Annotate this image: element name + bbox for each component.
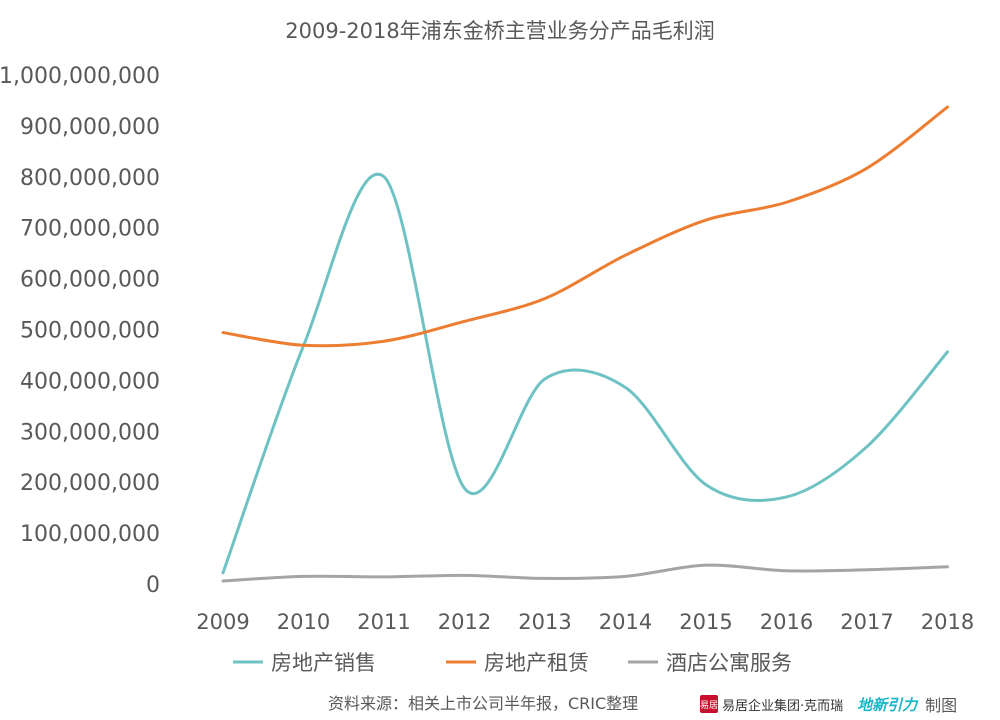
y-tick-label: 700,000,000 [20, 217, 160, 242]
y-axis-ticks: 0 100,000,000 200,000,000 300,000,000 400,00… [0, 64, 160, 598]
y-tick-label: 1,000,000,000 [0, 64, 160, 89]
series-line-2 [221, 563, 949, 583]
y-tick-label: 900,000,000 [20, 115, 160, 140]
series-line-1 [221, 105, 949, 348]
credit-text: 制图 [925, 696, 958, 715]
x-axis-ticks: 2009 2010 2011 2012 2013 2014 2015 2016 2017 2018 [196, 610, 974, 634]
y-tick-label: 100,000,000 [20, 522, 160, 547]
x-tick-label: 2015 [679, 610, 732, 634]
y-tick-label: 200,000,000 [20, 471, 160, 496]
x-tick-label: 2018 [921, 610, 974, 634]
y-tick-label: 500,000,000 [20, 319, 160, 344]
line-chart: 2009-2018年浦东金桥主营业务分产品毛利润 0 100,000,000 200… [0, 19, 974, 675]
brand-logo-2: 地新引力 [857, 695, 918, 714]
chart-title: 2009-2018年浦东金桥主营业务分产品毛利润 [285, 19, 714, 43]
y-tick-label: 600,000,000 [20, 268, 160, 293]
y-tick-label: 300,000,000 [20, 420, 160, 445]
x-tick-label: 2010 [277, 610, 330, 634]
y-tick-label: 0 [146, 573, 160, 598]
x-tick-label: 2012 [438, 610, 491, 634]
seal-logo-icon: 易居 [700, 695, 718, 713]
source-note: 资料来源：相关上市公司半年报，CRIC整理 [328, 694, 639, 713]
footer-logos: 易居 易居企业集团·克而瑞 地新引力 制图 [700, 692, 957, 716]
x-tick-label: 2013 [518, 610, 571, 634]
brand-logo: 易居企业集团·克而瑞 [722, 698, 844, 714]
y-tick-label: 400,000,000 [20, 369, 160, 394]
x-tick-label: 2017 [840, 610, 893, 634]
legend-label: 房地产租赁 [484, 651, 589, 675]
series-line-0 [221, 172, 949, 575]
x-tick-label: 2016 [760, 610, 813, 634]
x-tick-label: 2009 [196, 610, 249, 634]
x-tick-label: 2014 [599, 610, 652, 634]
legend-label: 房地产销售 [271, 651, 376, 675]
y-tick-label: 800,000,000 [20, 166, 160, 191]
legend: 房地产销售 房地产租赁 酒店公寓服务 [233, 651, 792, 675]
series-lines [221, 105, 949, 583]
x-tick-label: 2011 [357, 610, 410, 634]
legend-label: 酒店公寓服务 [666, 651, 792, 675]
